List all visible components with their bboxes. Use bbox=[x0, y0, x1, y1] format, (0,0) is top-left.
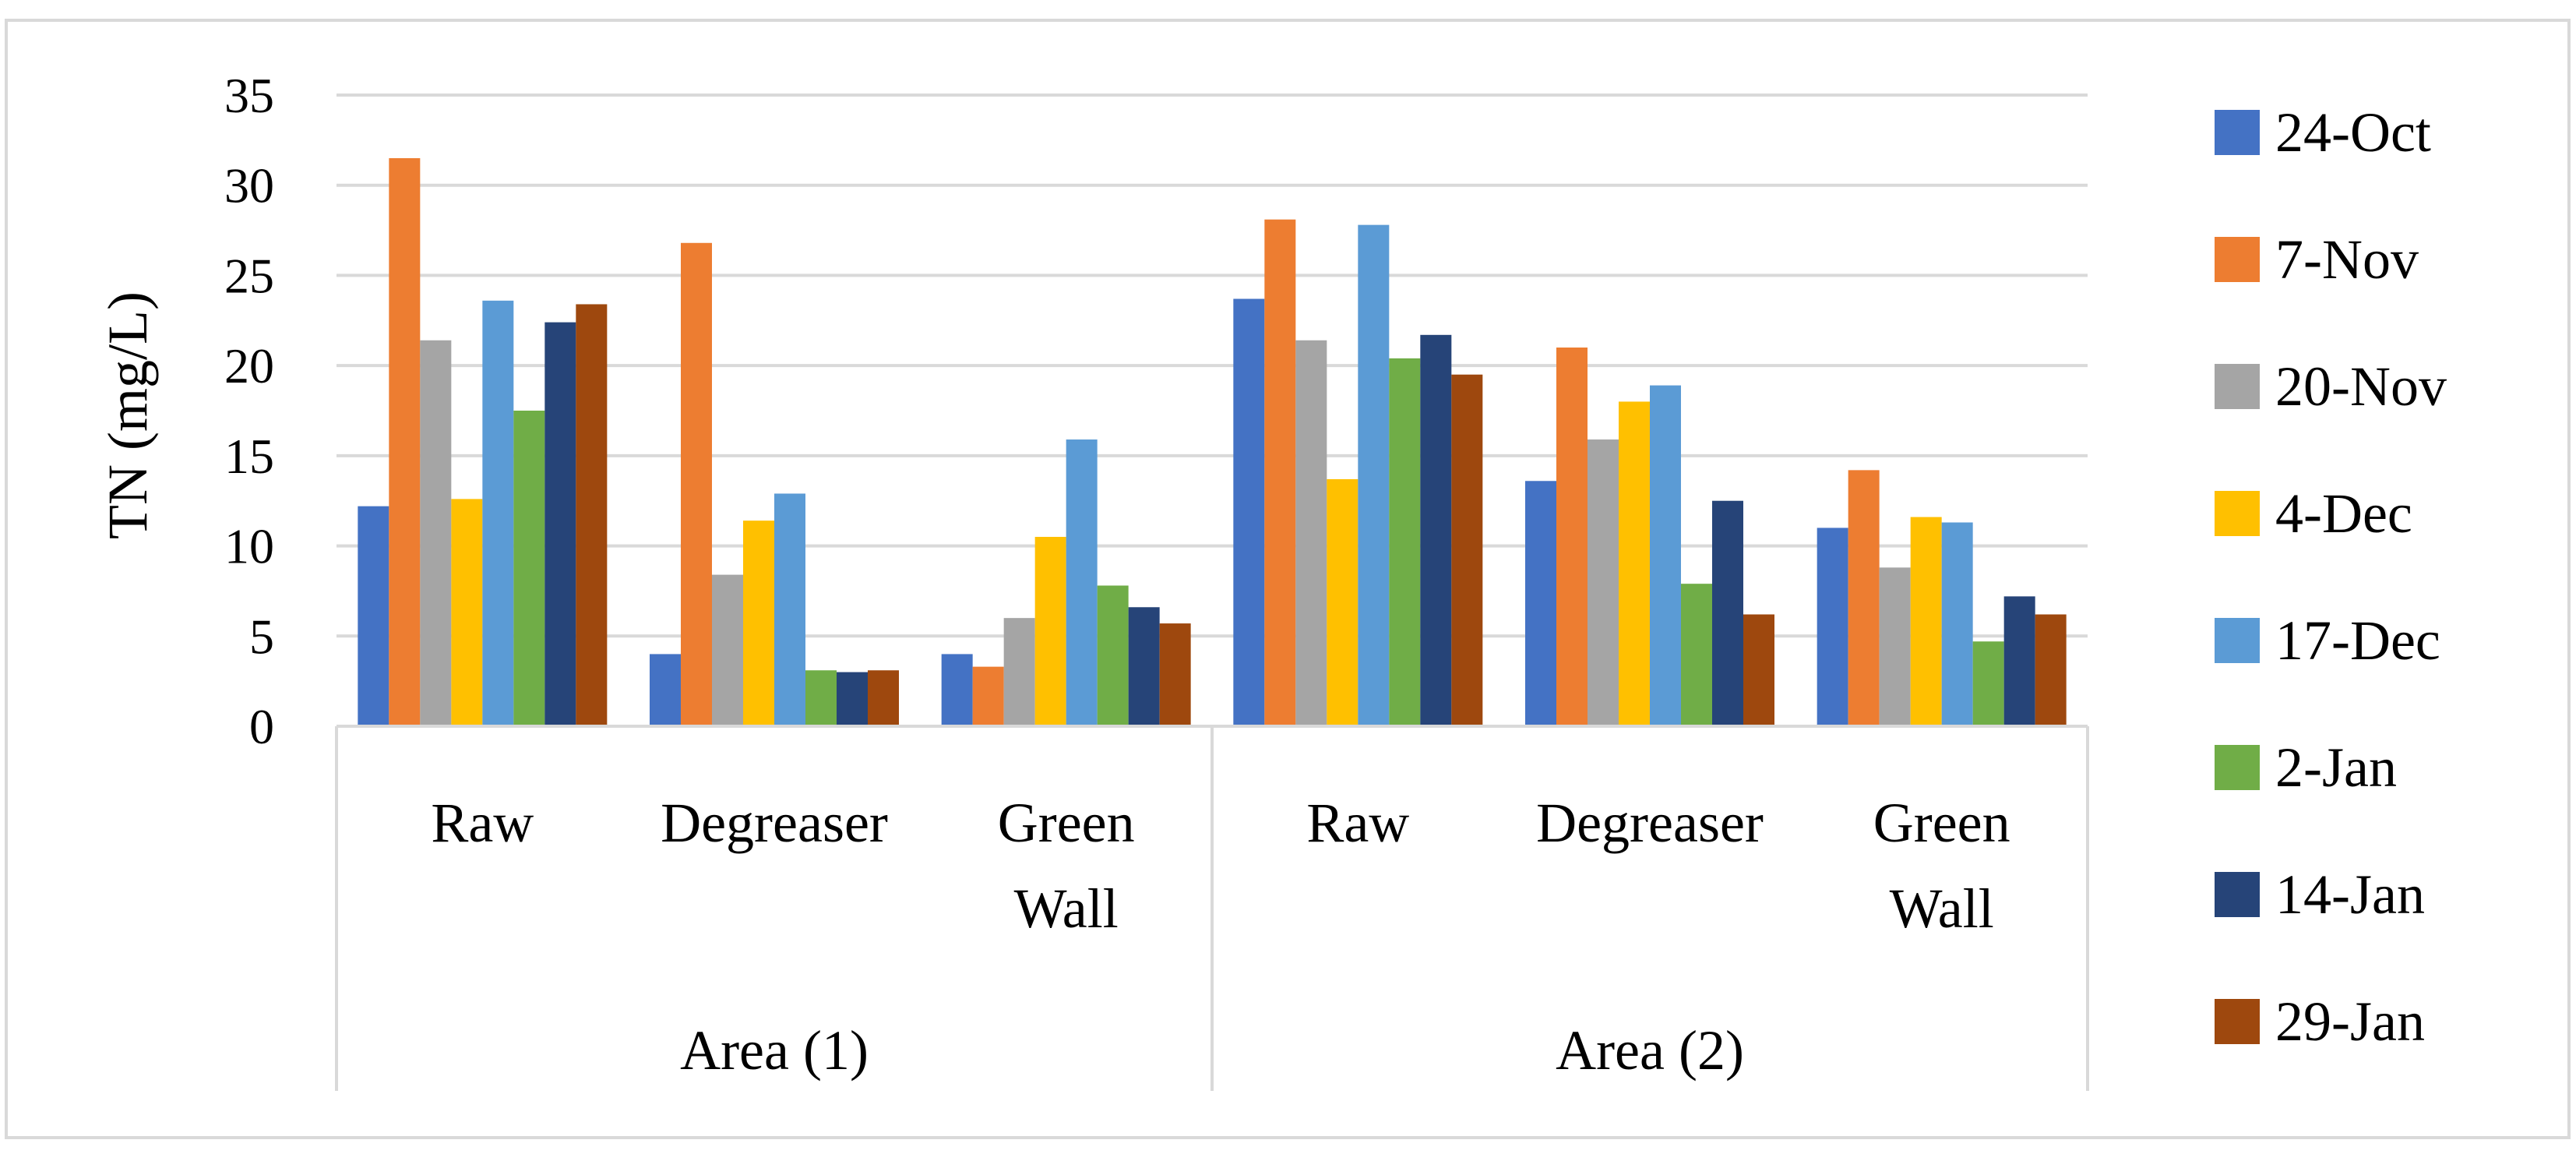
legend-label: 7-Nov bbox=[2275, 228, 2419, 291]
bar-4-Dec-1 bbox=[743, 521, 774, 726]
bars bbox=[358, 158, 2067, 727]
legend-swatch bbox=[2215, 364, 2260, 409]
bar-24-Oct-5 bbox=[1817, 528, 1848, 726]
bar-2-Jan-5 bbox=[1972, 641, 2004, 726]
bar-29-Jan-0 bbox=[576, 304, 608, 726]
category-label: Raw bbox=[431, 792, 534, 854]
bar-20-Nov-1 bbox=[712, 574, 743, 726]
bar-24-Oct-4 bbox=[1525, 481, 1556, 726]
legend: 24-Oct 7-Nov 20-Nov 4-Dec 17-Dec 2-Jan 14-Jan 2… bbox=[2215, 101, 2447, 1053]
legend-swatch bbox=[2215, 110, 2260, 155]
bar-14-Jan-1 bbox=[837, 672, 868, 726]
bar-7-Nov-4 bbox=[1556, 348, 1588, 726]
bar-14-Jan-2 bbox=[1128, 607, 1160, 726]
group-labels: Area (1) Area (2) bbox=[680, 1019, 1744, 1082]
bar-29-Jan-3 bbox=[1451, 374, 1483, 726]
y-tick-label: 20 bbox=[224, 338, 274, 393]
y-tick-label: 10 bbox=[224, 519, 274, 574]
bar-17-Dec-4 bbox=[1650, 385, 1681, 726]
y-axis-title: TN (mg/L) bbox=[97, 291, 159, 539]
legend-swatch bbox=[2215, 999, 2260, 1044]
legend-label: 17-Dec bbox=[2275, 609, 2440, 672]
bar-24-Oct-1 bbox=[650, 654, 681, 726]
category-label: Degreaser bbox=[1536, 792, 1764, 854]
bar-20-Nov-2 bbox=[1003, 618, 1035, 726]
legend-label: 4-Dec bbox=[2275, 482, 2412, 545]
group-label: Area (2) bbox=[1556, 1019, 1744, 1082]
category-labels: Raw Degreaser Green Wall Raw Degreaser Green Wa… bbox=[431, 792, 2010, 940]
legend-swatch bbox=[2215, 491, 2260, 536]
bar-17-Dec-3 bbox=[1358, 224, 1390, 727]
gridlines bbox=[337, 94, 2088, 638]
bar-20-Nov-0 bbox=[420, 340, 452, 726]
legend-label: 2-Jan bbox=[2275, 736, 2397, 799]
category-label-line: Green bbox=[998, 792, 1135, 854]
legend-swatch bbox=[2215, 618, 2260, 663]
bar-14-Jan-3 bbox=[1420, 334, 1452, 726]
category-label: Degreaser bbox=[661, 792, 888, 854]
axes bbox=[335, 725, 2089, 1091]
bar-14-Jan-4 bbox=[1712, 500, 1743, 726]
bar-7-Nov-0 bbox=[389, 158, 421, 726]
bar-4-Dec-0 bbox=[451, 499, 483, 726]
group-label: Area (1) bbox=[680, 1019, 869, 1082]
bar-17-Dec-0 bbox=[482, 300, 514, 726]
bar-7-Nov-5 bbox=[1848, 470, 1880, 726]
y-tick-label: 15 bbox=[224, 429, 274, 484]
bar-14-Jan-0 bbox=[544, 322, 576, 727]
legend-swatch bbox=[2215, 237, 2260, 282]
bar-24-Oct-3 bbox=[1233, 298, 1265, 726]
legend-label: 20-Nov bbox=[2275, 355, 2447, 418]
bar-20-Nov-5 bbox=[1879, 567, 1911, 726]
bar-17-Dec-5 bbox=[1941, 522, 1973, 726]
y-tick-label: 5 bbox=[249, 609, 274, 664]
bar-17-Dec-2 bbox=[1066, 439, 1098, 726]
bar-4-Dec-4 bbox=[1619, 401, 1650, 726]
bar-29-Jan-5 bbox=[2035, 614, 2067, 726]
bar-29-Jan-4 bbox=[1743, 614, 1774, 726]
legend-label: 14-Jan bbox=[2275, 863, 2425, 926]
legend-swatch bbox=[2215, 745, 2260, 790]
bar-4-Dec-3 bbox=[1327, 478, 1358, 726]
legend-label: 29-Jan bbox=[2275, 990, 2425, 1053]
bar-2-Jan-4 bbox=[1681, 584, 1712, 726]
bar-4-Dec-5 bbox=[1910, 517, 1942, 726]
bar-2-Jan-0 bbox=[513, 411, 545, 726]
bar-14-Jan-5 bbox=[2003, 596, 2035, 726]
category-label-line: Wall bbox=[1890, 877, 1994, 940]
bar-2-Jan-1 bbox=[805, 670, 837, 726]
y-tick-labels: 0 5 10 15 20 25 30 35 bbox=[224, 68, 274, 754]
bar-29-Jan-2 bbox=[1159, 623, 1191, 726]
category-label: Raw bbox=[1306, 792, 1409, 854]
bar-2-Jan-2 bbox=[1097, 585, 1129, 726]
y-tick-label: 30 bbox=[224, 158, 274, 214]
bar-7-Nov-3 bbox=[1264, 219, 1296, 727]
category-label: Green Wall bbox=[998, 792, 1135, 940]
bar-20-Nov-4 bbox=[1588, 439, 1619, 726]
y-tick-label: 35 bbox=[224, 68, 274, 123]
legend-label: 24-Oct bbox=[2275, 101, 2431, 164]
bar-2-Jan-3 bbox=[1389, 358, 1421, 726]
bar-7-Nov-2 bbox=[972, 666, 1004, 726]
y-tick-label: 25 bbox=[224, 248, 274, 303]
category-label-line: Wall bbox=[1014, 877, 1119, 940]
bar-4-Dec-2 bbox=[1034, 537, 1066, 726]
bar-24-Oct-0 bbox=[358, 506, 389, 726]
bar-7-Nov-1 bbox=[681, 242, 712, 726]
y-tick-label: 0 bbox=[249, 699, 274, 754]
legend-swatch bbox=[2215, 872, 2260, 917]
category-label: Green Wall bbox=[1873, 792, 2010, 940]
bar-20-Nov-3 bbox=[1295, 340, 1327, 726]
bar-17-Dec-1 bbox=[774, 493, 805, 726]
category-label-line: Green bbox=[1873, 792, 2010, 854]
bar-24-Oct-2 bbox=[941, 654, 973, 726]
bar-29-Jan-1 bbox=[868, 670, 899, 726]
